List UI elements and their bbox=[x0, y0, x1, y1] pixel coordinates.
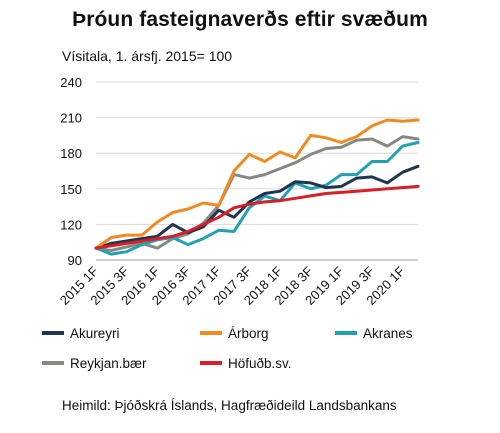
y-tick-label: 150 bbox=[60, 182, 82, 197]
legend-label: Höfuðb.sv. bbox=[228, 356, 292, 371]
series-line-4 bbox=[94, 184, 420, 250]
series-line-3 bbox=[94, 135, 420, 252]
legend-label: Akranes bbox=[363, 326, 413, 341]
chart-title: Þróun fasteignaverðs eftir svæðum bbox=[72, 8, 428, 31]
chart-source: Heimild: Þjóðskrá Íslands, Hagfræðideild… bbox=[62, 398, 397, 413]
series-line-1 bbox=[94, 118, 420, 250]
y-tick-label: 210 bbox=[60, 111, 82, 126]
y-tick-label: 90 bbox=[68, 253, 82, 268]
legend-label: Akureyri bbox=[70, 326, 120, 341]
y-tick-label: 240 bbox=[60, 75, 82, 90]
y-tick-label: 120 bbox=[60, 217, 82, 232]
series-line-0 bbox=[94, 164, 420, 250]
legend-label: Árborg bbox=[228, 326, 269, 341]
y-tick-label: 180 bbox=[60, 146, 82, 161]
chart-subtitle: Vísitala, 1. ársfj. 2015= 100 bbox=[62, 48, 233, 64]
legend-label: Reykjan.bær bbox=[70, 356, 147, 371]
